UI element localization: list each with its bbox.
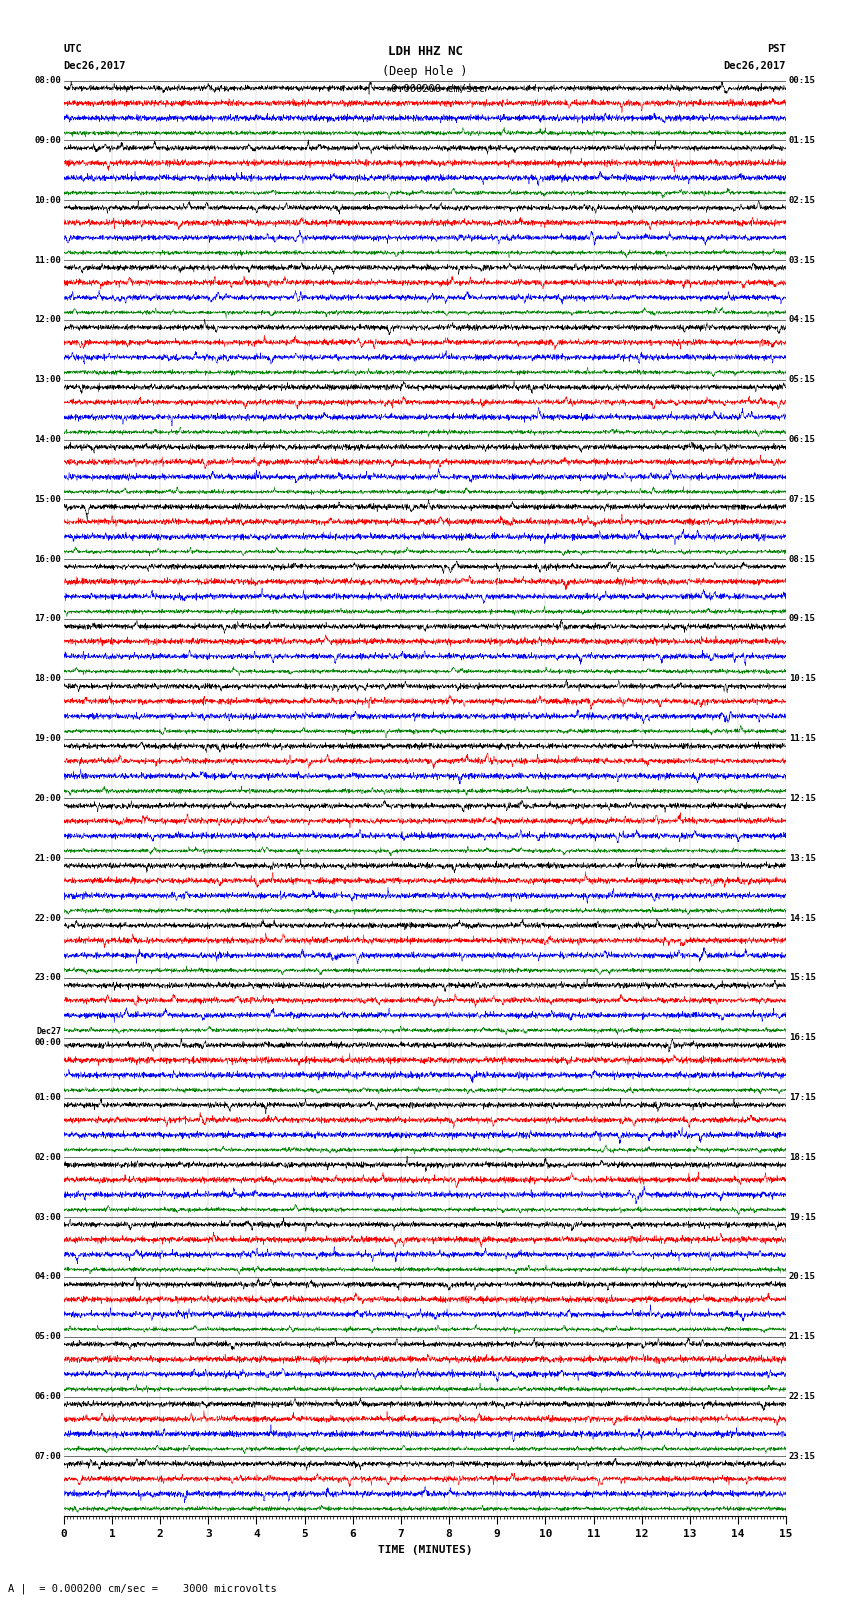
Text: 10:00: 10:00 bbox=[34, 195, 61, 205]
Text: 23:15: 23:15 bbox=[789, 1452, 816, 1461]
Text: 01:00: 01:00 bbox=[34, 1094, 61, 1102]
Text: 22:15: 22:15 bbox=[789, 1392, 816, 1402]
Text: 22:00: 22:00 bbox=[34, 913, 61, 923]
Text: | = 0.000200 cm/sec: | = 0.000200 cm/sec bbox=[366, 84, 484, 95]
Text: 02:00: 02:00 bbox=[34, 1153, 61, 1161]
Text: 09:15: 09:15 bbox=[789, 615, 816, 624]
Text: 10:15: 10:15 bbox=[789, 674, 816, 684]
Text: 06:15: 06:15 bbox=[789, 436, 816, 444]
Text: 15:15: 15:15 bbox=[789, 973, 816, 982]
Text: 19:00: 19:00 bbox=[34, 734, 61, 744]
Text: 16:15: 16:15 bbox=[789, 1034, 816, 1042]
Text: 03:00: 03:00 bbox=[34, 1213, 61, 1221]
Text: 02:15: 02:15 bbox=[789, 195, 816, 205]
Text: 15:00: 15:00 bbox=[34, 495, 61, 503]
Text: Dec26,2017: Dec26,2017 bbox=[64, 61, 127, 71]
Text: (Deep Hole ): (Deep Hole ) bbox=[382, 65, 468, 77]
Text: 05:00: 05:00 bbox=[34, 1332, 61, 1342]
Text: 09:00: 09:00 bbox=[34, 135, 61, 145]
Text: 14:15: 14:15 bbox=[789, 913, 816, 923]
Text: 01:15: 01:15 bbox=[789, 135, 816, 145]
Text: 05:15: 05:15 bbox=[789, 376, 816, 384]
Text: 20:00: 20:00 bbox=[34, 794, 61, 803]
Text: 04:00: 04:00 bbox=[34, 1273, 61, 1281]
Text: 07:00: 07:00 bbox=[34, 1452, 61, 1461]
Text: 16:00: 16:00 bbox=[34, 555, 61, 563]
Text: 03:15: 03:15 bbox=[789, 255, 816, 265]
Text: 07:15: 07:15 bbox=[789, 495, 816, 503]
Text: 14:00: 14:00 bbox=[34, 436, 61, 444]
Text: 23:00: 23:00 bbox=[34, 973, 61, 982]
Text: A |  = 0.000200 cm/sec =    3000 microvolts: A | = 0.000200 cm/sec = 3000 microvolts bbox=[8, 1582, 277, 1594]
Text: 18:00: 18:00 bbox=[34, 674, 61, 684]
Text: 13:15: 13:15 bbox=[789, 853, 816, 863]
Text: 06:00: 06:00 bbox=[34, 1392, 61, 1402]
Text: 04:15: 04:15 bbox=[789, 316, 816, 324]
Text: 08:00: 08:00 bbox=[34, 76, 61, 85]
Text: 19:15: 19:15 bbox=[789, 1213, 816, 1221]
Text: 17:00: 17:00 bbox=[34, 615, 61, 624]
Text: 12:00: 12:00 bbox=[34, 316, 61, 324]
Text: 20:15: 20:15 bbox=[789, 1273, 816, 1281]
Text: LDH HHZ NC: LDH HHZ NC bbox=[388, 45, 462, 58]
Text: 11:00: 11:00 bbox=[34, 255, 61, 265]
Text: 00:00: 00:00 bbox=[34, 1037, 61, 1047]
Text: 21:00: 21:00 bbox=[34, 853, 61, 863]
Text: 13:00: 13:00 bbox=[34, 376, 61, 384]
Text: 11:15: 11:15 bbox=[789, 734, 816, 744]
Text: Dec27: Dec27 bbox=[37, 1027, 61, 1036]
Text: 12:15: 12:15 bbox=[789, 794, 816, 803]
Text: 18:15: 18:15 bbox=[789, 1153, 816, 1161]
Text: UTC: UTC bbox=[64, 44, 82, 53]
Text: Dec26,2017: Dec26,2017 bbox=[723, 61, 786, 71]
Text: 08:15: 08:15 bbox=[789, 555, 816, 563]
Text: PST: PST bbox=[768, 44, 786, 53]
Text: 00:15: 00:15 bbox=[789, 76, 816, 85]
Text: 21:15: 21:15 bbox=[789, 1332, 816, 1342]
Text: 17:15: 17:15 bbox=[789, 1094, 816, 1102]
X-axis label: TIME (MINUTES): TIME (MINUTES) bbox=[377, 1545, 473, 1555]
